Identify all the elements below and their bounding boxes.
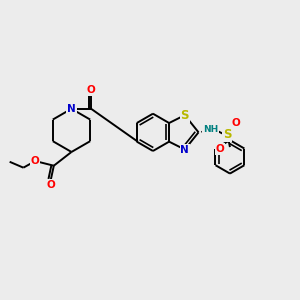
Text: O: O [87, 85, 95, 95]
Text: O: O [31, 156, 40, 166]
Text: O: O [216, 144, 224, 154]
Text: S: S [223, 128, 231, 141]
Text: N: N [180, 145, 189, 154]
Text: S: S [181, 109, 189, 122]
Text: O: O [232, 118, 240, 128]
Text: NH: NH [203, 125, 218, 134]
Text: O: O [46, 180, 55, 190]
Text: N: N [67, 104, 76, 114]
